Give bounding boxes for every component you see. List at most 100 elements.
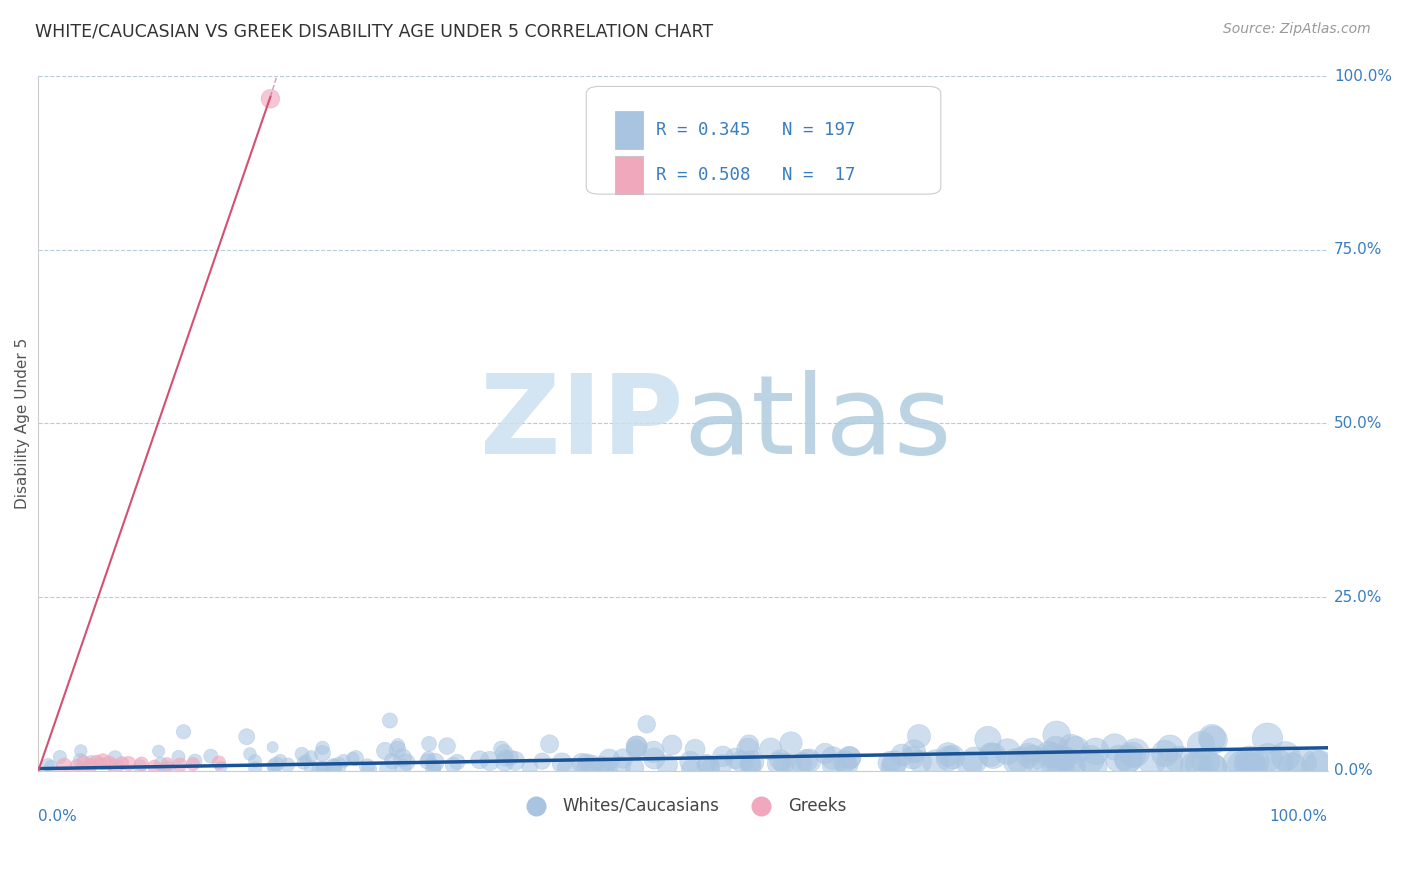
Point [780,736,803,750]
Point [1225,756,1247,771]
Point [91,755,114,769]
Text: 100.0%: 100.0% [1334,69,1392,84]
Point [1237,759,1260,773]
Point [1005,754,1028,768]
Point [575,756,598,771]
Point [332,754,354,768]
Text: ZIP: ZIP [479,370,683,477]
Point [1201,761,1223,775]
Point [441,758,464,772]
Point [1188,757,1211,772]
Point [799,754,821,768]
Point [1050,759,1073,773]
Point [908,729,931,743]
Point [1060,740,1083,755]
Point [643,751,665,765]
Legend: Whites/Caucasians, Greeks: Whites/Caucasians, Greeks [513,790,853,822]
Point [959,757,981,772]
Point [235,730,257,744]
Point [938,751,960,765]
Text: R = 0.345   N = 197: R = 0.345 N = 197 [655,120,855,139]
Point [1240,761,1263,775]
Point [446,755,468,769]
Point [243,754,266,768]
Point [262,740,284,755]
Point [903,744,925,758]
Text: R = 0.508   N =  17: R = 0.508 N = 17 [655,166,855,184]
Point [623,761,645,775]
Point [1045,741,1067,756]
Point [981,748,1004,763]
Point [1084,744,1107,758]
Point [1108,752,1130,766]
Point [131,756,153,771]
Point [111,756,134,770]
Point [832,755,855,769]
Point [156,761,179,775]
Point [277,757,299,772]
Point [794,754,817,768]
Point [208,756,231,770]
Point [299,749,322,764]
FancyBboxPatch shape [614,156,643,194]
Point [69,754,91,768]
Point [571,756,593,771]
Point [1194,755,1216,769]
Point [1010,754,1032,768]
Point [312,762,335,776]
Point [738,738,761,752]
Text: atlas: atlas [683,370,952,477]
Text: 25.0%: 25.0% [1334,590,1382,605]
Point [1064,743,1087,757]
Point [612,751,634,765]
Point [882,760,904,774]
Point [1257,750,1279,764]
Point [359,762,381,776]
Point [148,744,170,758]
Text: 50.0%: 50.0% [1334,416,1382,431]
Point [790,756,813,770]
Point [184,754,207,768]
Point [416,755,439,769]
Point [741,755,763,769]
Point [740,756,762,771]
Point [292,756,315,770]
Point [835,758,858,772]
Point [39,760,62,774]
Point [643,745,665,759]
Text: 0.0%: 0.0% [38,809,77,824]
Point [503,754,526,768]
Text: 100.0%: 100.0% [1270,809,1327,824]
Point [299,760,322,774]
Point [418,751,440,765]
Point [37,757,59,772]
Point [780,760,803,774]
Point [53,758,76,772]
Point [697,759,720,773]
Point [1281,760,1303,774]
Point [129,759,152,773]
Point [773,756,796,771]
Point [538,737,561,751]
Point [814,747,837,761]
Point [387,739,409,753]
Point [499,750,522,764]
Point [737,743,759,757]
Point [681,763,703,777]
Point [312,763,335,777]
Point [1042,748,1064,763]
Point [356,759,378,773]
Point [1116,752,1139,766]
Point [494,746,516,760]
Point [1189,738,1212,752]
Point [1239,754,1261,768]
Point [1202,733,1225,747]
Point [72,755,94,769]
Point [891,748,914,763]
Point [173,724,195,739]
Point [591,758,613,772]
Point [149,756,172,771]
Point [823,758,845,772]
Point [494,751,516,765]
Point [1052,752,1074,766]
